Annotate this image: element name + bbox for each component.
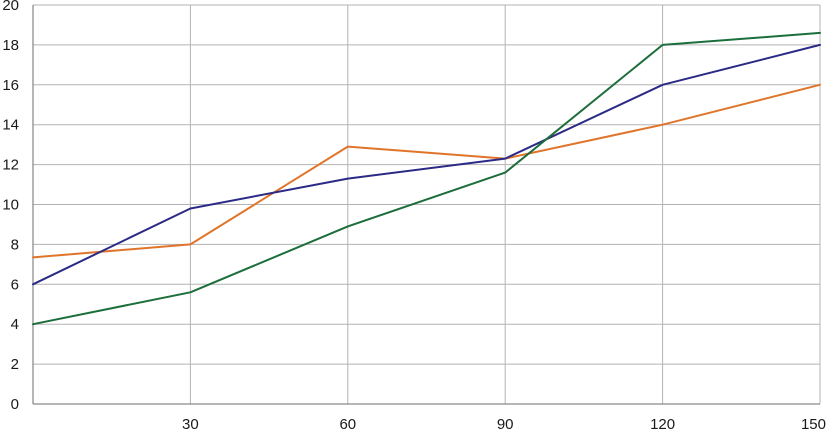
series-line-1 [32,83,821,259]
y-tick-label: 6 [11,276,19,293]
axes [32,5,820,405]
y-tick-label: 10 [2,197,19,214]
x-tick-label: 90 [497,416,514,433]
series-lines [32,31,821,326]
series-line-3 [32,31,821,326]
y-tick-label: 4 [11,316,19,333]
series-line-2 [32,43,821,286]
x-tick-label: 120 [650,416,675,433]
x-tick-label: 30 [182,416,199,433]
y-tick-label: 2 [11,356,19,373]
y-tick-label: 18 [2,37,19,54]
y-tick-label: 8 [11,236,19,253]
y-tick-label: 14 [2,117,19,134]
y-tick-label: 12 [2,157,19,174]
x-tick-label: 60 [339,416,356,433]
y-tick-label: 0 [11,396,19,413]
grid [33,4,821,404]
x-tick-label: 150 [801,416,826,433]
y-tick-label: 20 [2,0,19,14]
y-tick-label: 16 [2,77,19,94]
